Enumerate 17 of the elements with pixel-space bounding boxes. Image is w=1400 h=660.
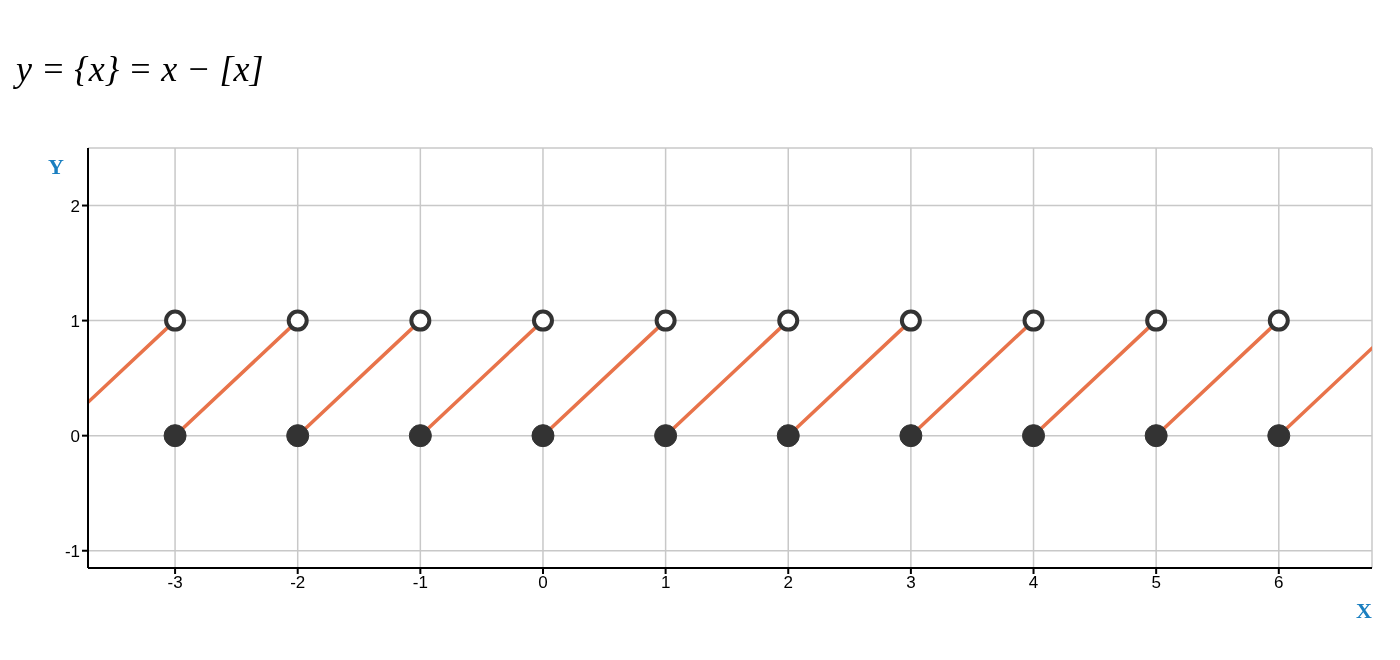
y-axis-title: Y: [48, 153, 64, 179]
chart-title: y = {x} = x − [x]: [12, 48, 265, 91]
x-tick-label: 4: [1028, 573, 1039, 593]
x-tick-label: 3: [906, 573, 916, 593]
y-tick-label: 0: [70, 426, 80, 446]
x-tick-label: -1: [412, 573, 428, 593]
y-tick-label: 1: [70, 311, 80, 331]
x-tick-label: -2: [290, 573, 306, 593]
x-tick-label: 0: [538, 573, 548, 593]
x-tick-label: 6: [1274, 573, 1284, 593]
y-tick-label: 2: [70, 196, 80, 216]
x-axis-title: X: [1356, 598, 1373, 623]
x-tick-label: -3: [167, 573, 183, 593]
x-tick-label: 5: [1151, 573, 1161, 593]
x-tick-label: 2: [783, 573, 793, 593]
y-tick-label: -1: [64, 541, 80, 561]
x-tick-label: 1: [660, 573, 671, 593]
